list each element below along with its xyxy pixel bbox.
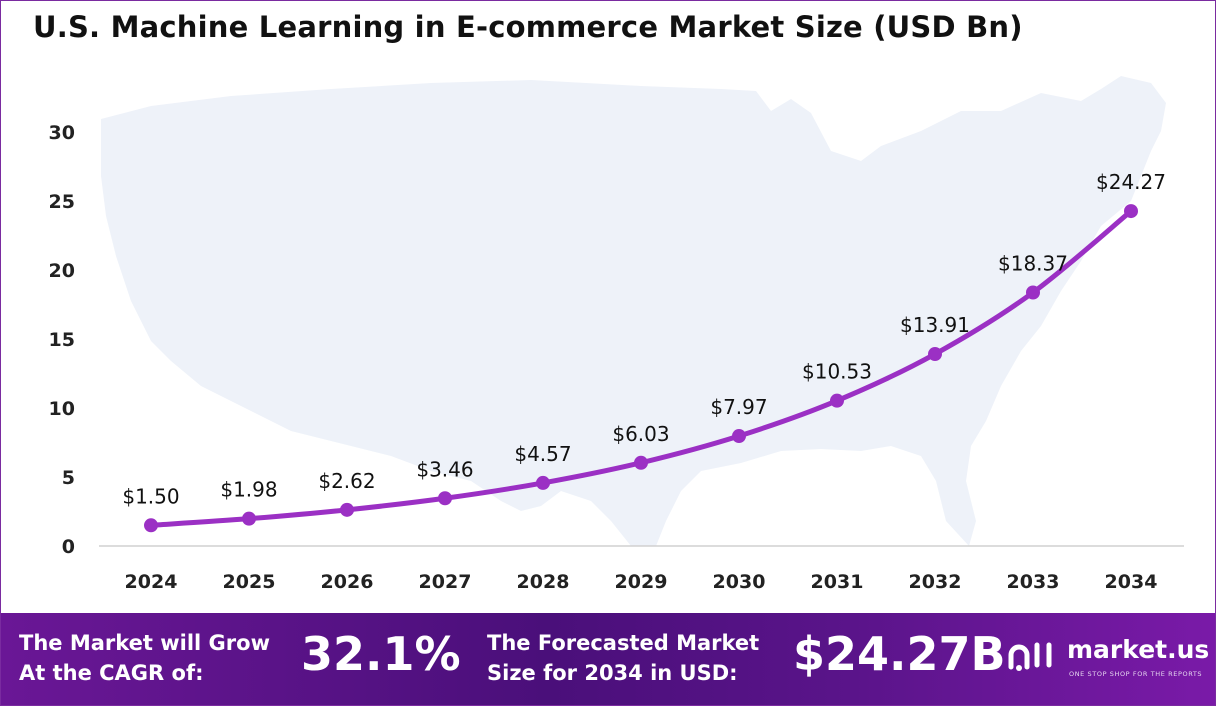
y-tick-label: 10 [49,398,75,420]
forecast-value: $24.27B [793,627,1006,681]
data-label: $3.46 [416,457,473,481]
data-point [536,475,550,490]
data-point [438,491,452,506]
data-points [144,204,1138,533]
x-tick-label: 2026 [321,571,374,593]
x-tick-label: 2027 [419,571,472,593]
data-label: $1.98 [220,478,277,502]
data-point [732,429,746,444]
x-tick-label: 2032 [909,571,962,593]
data-point [144,518,158,533]
x-tick-label: 2033 [1007,571,1060,593]
x-tick-label: 2028 [517,571,570,593]
data-point [928,347,942,362]
data-point [830,393,844,408]
market-us-logo-icon [1008,642,1052,671]
data-label: $1.50 [122,484,179,508]
brand-tagline: ONE STOP SHOP FOR THE REPORTS [1069,670,1203,678]
data-point [1026,285,1040,300]
us-map-background [101,76,1166,546]
y-tick-label: 15 [49,329,75,351]
y-tick-label: 20 [49,260,75,282]
x-tick-label: 2034 [1105,571,1158,593]
series-line [148,208,1134,528]
forecast-label-line1: The Forecasted Market [487,631,760,655]
x-axis-ticks: 2024 2025 2026 2027 2028 2029 2030 2031 2032 2033… [125,571,1158,593]
x-tick-label: 2024 [125,571,178,593]
data-label: $13.91 [900,313,970,337]
brand-name: market.us [1067,635,1210,664]
data-labels: $1.50 $1.98 $2.62 $3.46 $4.57 $6.03 $7.97 $10.5… [122,170,1166,508]
chart-title: U.S. Machine Learning in E-commerce Mark… [33,10,1023,44]
cagr-label-line1: The Market will Grow [19,631,270,655]
data-label: $7.97 [710,395,767,419]
data-label: $18.37 [998,251,1068,275]
x-tick-label: 2029 [615,571,668,593]
summary-footer: The Market will Grow At the CAGR of: 32.… [1,613,1215,705]
data-label: $24.27 [1096,170,1166,194]
y-tick-label: 25 [49,191,75,213]
y-axis-ticks: 0 5 10 15 20 25 30 [49,122,75,558]
data-point [242,511,256,526]
y-tick-label: 5 [62,467,75,489]
data-label: $2.62 [318,469,375,493]
data-label: $10.53 [802,360,872,384]
cagr-label-line2: At the CAGR of: [19,661,204,685]
data-point [1124,204,1138,219]
y-tick-label: 30 [49,122,75,144]
data-point [634,455,648,470]
x-tick-label: 2025 [223,571,276,593]
forecast-label-line2: Size for 2034 in USD: [487,661,738,685]
y-tick-label: 0 [62,536,75,558]
x-tick-label: 2031 [811,571,864,593]
data-point [340,502,354,517]
x-tick-label: 2030 [713,571,766,593]
cagr-value: 32.1% [301,627,461,681]
data-label: $4.57 [514,442,571,466]
data-label: $6.03 [612,422,669,446]
